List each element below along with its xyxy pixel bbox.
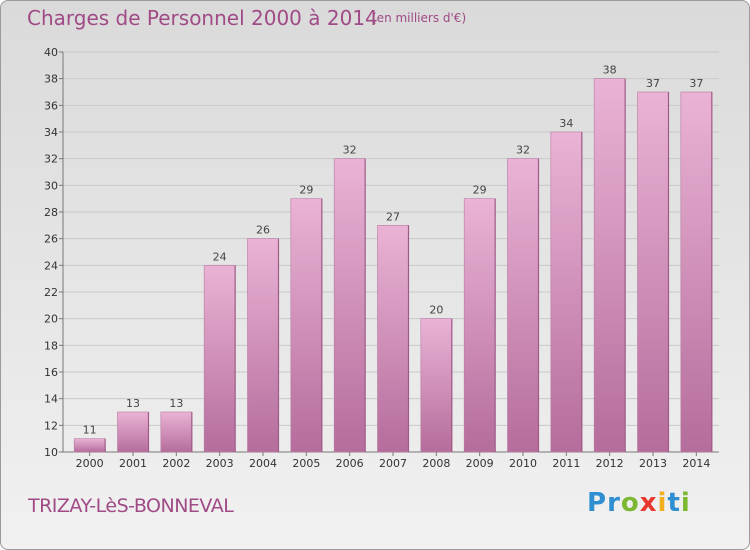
value-label: 32 — [343, 144, 357, 157]
logo-letter: i — [680, 488, 691, 518]
bar-2001 — [117, 411, 149, 453]
y-tick-label: 34 — [44, 126, 58, 139]
x-tick-label: 2006 — [336, 457, 364, 470]
bar-2008 — [420, 318, 453, 453]
bar-2012 — [593, 78, 626, 453]
y-tick-label: 28 — [44, 206, 58, 219]
y-tick-label: 26 — [44, 233, 58, 246]
proxiti-logo: Proxiti — [587, 488, 691, 518]
value-label: 24 — [213, 250, 227, 263]
bar-2002 — [160, 411, 193, 453]
y-tick-label: 14 — [44, 393, 58, 406]
x-tick-label: 2004 — [249, 457, 277, 470]
value-label: 29 — [299, 184, 313, 197]
value-label: 27 — [386, 210, 400, 223]
x-tick-label: 2009 — [466, 457, 494, 470]
bar-2005 — [290, 198, 323, 453]
y-tick-label: 24 — [44, 259, 58, 272]
labels: 10 12 14 16 18 20 22 24 26 28 30 32 34 36 38 40 11 2000 13… — [44, 46, 710, 470]
logo-letter: i — [657, 488, 668, 518]
logo-letter: t — [667, 488, 681, 518]
bar-2010 — [507, 158, 539, 453]
x-tick-label: 2014 — [682, 457, 710, 470]
value-label: 32 — [516, 144, 530, 157]
bar-2013 — [637, 91, 669, 453]
x-tick-label: 2007 — [379, 457, 407, 470]
chart-title: Charges de Personnel 2000 à 2014 — [27, 6, 378, 30]
x-tick-label: 2010 — [509, 457, 537, 470]
x-tick-label: 2000 — [76, 457, 104, 470]
y-tick-label: 36 — [44, 99, 58, 112]
y-tick-label: 20 — [44, 313, 58, 326]
value-label: 13 — [126, 397, 140, 410]
y-tick-label: 22 — [44, 286, 58, 299]
value-label: 37 — [689, 77, 703, 90]
value-label: 38 — [603, 64, 617, 77]
value-label: 29 — [473, 184, 487, 197]
logo-letter: x — [639, 488, 658, 518]
value-label: 20 — [429, 304, 443, 317]
x-tick-label: 2008 — [422, 457, 450, 470]
y-tick-label: 12 — [44, 419, 58, 432]
y-tick-label: 38 — [44, 73, 58, 86]
x-tick-label: 2011 — [552, 457, 580, 470]
x-tick-label: 2012 — [596, 457, 624, 470]
y-tick-label: 18 — [44, 339, 58, 352]
chart-subtitle: (en milliers d'€) — [372, 11, 467, 25]
bars — [73, 78, 713, 453]
bar-2004 — [247, 238, 279, 453]
logo-letter: P — [587, 488, 608, 518]
value-label: 26 — [256, 224, 270, 237]
bar-2000 — [73, 438, 106, 453]
value-label: 11 — [83, 424, 97, 437]
bar-2003 — [203, 265, 236, 453]
y-tick-label: 30 — [44, 179, 58, 192]
bar-2006 — [333, 158, 366, 453]
x-tick-label: 2002 — [162, 457, 190, 470]
value-label: 37 — [646, 77, 660, 90]
bar-2014 — [680, 91, 713, 453]
logo-letter: o — [620, 488, 640, 518]
x-tick-label: 2013 — [639, 457, 667, 470]
place-name: TRIZAY-LèS-BONNEVAL — [28, 495, 234, 517]
x-tick-label: 2001 — [119, 457, 147, 470]
y-tick-label: 32 — [44, 153, 58, 166]
x-tick-label: 2005 — [292, 457, 320, 470]
bar-2007 — [377, 225, 409, 453]
y-tick-label: 16 — [44, 366, 58, 379]
y-tick-label: 40 — [44, 46, 58, 59]
bar-2011 — [550, 131, 583, 453]
value-label: 34 — [559, 117, 573, 130]
logo-letter: r — [607, 488, 621, 518]
value-label: 13 — [169, 397, 183, 410]
x-tick-label: 2003 — [206, 457, 234, 470]
bar-2009 — [463, 198, 496, 453]
y-tick-label: 10 — [44, 446, 58, 459]
